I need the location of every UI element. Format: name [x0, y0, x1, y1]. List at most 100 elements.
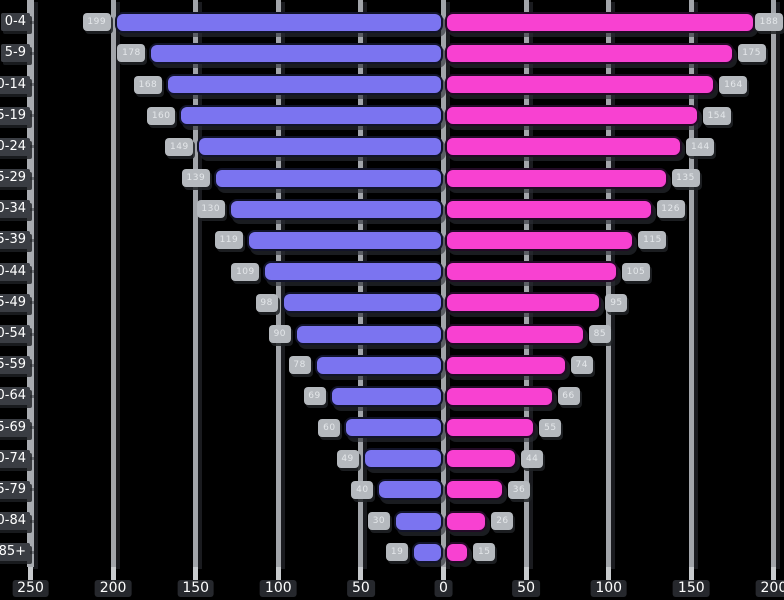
- female-bar[interactable]: [444, 105, 699, 127]
- female-value-badge: 164: [719, 75, 748, 94]
- male-value-badge: 139: [181, 169, 210, 188]
- female-bar[interactable]: [444, 323, 585, 345]
- x-axis-tick-label: 200: [755, 580, 784, 597]
- female-value-badge: 74: [570, 356, 593, 375]
- male-bar[interactable]: [228, 198, 444, 220]
- x-axis-tick: [606, 567, 612, 582]
- y-axis-tick: [27, 301, 34, 305]
- age-group-label: 0-4: [0, 13, 30, 32]
- male-value-badge: 109: [231, 262, 260, 281]
- female-value-badge: 154: [702, 106, 731, 125]
- x-axis-tick: [523, 567, 529, 582]
- female-bar[interactable]: [444, 510, 488, 532]
- y-axis-tick: [27, 550, 34, 554]
- female-value-badge: 66: [557, 387, 580, 406]
- male-value-badge: 160: [147, 106, 176, 125]
- male-bar[interactable]: [329, 385, 444, 407]
- y-axis-tick: [27, 20, 34, 24]
- male-bar[interactable]: [377, 479, 444, 501]
- male-bar[interactable]: [197, 136, 444, 158]
- gridline: [688, 0, 694, 567]
- x-axis-tick: [441, 567, 446, 582]
- y-axis-tick: [27, 488, 34, 492]
- female-bar[interactable]: [444, 354, 567, 376]
- x-axis-tick: [28, 567, 33, 582]
- male-value-badge: 69: [303, 387, 326, 406]
- male-bar[interactable]: [362, 448, 444, 470]
- age-group-label: 20-24: [0, 137, 30, 156]
- female-value-badge: 85: [588, 325, 611, 343]
- x-axis-tick: [193, 567, 199, 582]
- male-value-badge: 49: [336, 449, 359, 468]
- female-bar[interactable]: [444, 229, 635, 251]
- male-bar[interactable]: [263, 261, 444, 283]
- female-bar[interactable]: [444, 42, 734, 64]
- female-bar[interactable]: [444, 541, 470, 563]
- male-bar[interactable]: [114, 11, 444, 33]
- male-bar[interactable]: [213, 167, 444, 189]
- female-value-badge: 135: [671, 169, 700, 188]
- female-bar[interactable]: [444, 448, 518, 470]
- male-value-badge: 90: [268, 325, 291, 343]
- x-axis-tick-label: 100: [259, 580, 297, 597]
- gridline: [275, 0, 281, 567]
- y-axis-tick: [27, 83, 34, 87]
- gridline: [27, 0, 34, 567]
- female-bar[interactable]: [444, 417, 536, 438]
- age-group-label: 55-59: [0, 356, 30, 375]
- female-bar[interactable]: [444, 385, 554, 407]
- male-value-badge: 168: [133, 75, 162, 94]
- female-value-badge: 115: [638, 231, 667, 250]
- y-axis-tick: [27, 457, 34, 461]
- female-value-badge: 126: [656, 200, 685, 219]
- male-bar[interactable]: [246, 229, 444, 251]
- male-bar[interactable]: [294, 323, 444, 345]
- male-bar[interactable]: [281, 292, 444, 314]
- female-bar[interactable]: [444, 479, 504, 501]
- male-bar[interactable]: [393, 510, 444, 532]
- male-bar[interactable]: [149, 42, 444, 64]
- gridline: [193, 0, 199, 567]
- x-axis-tick-label: 250: [12, 580, 49, 597]
- age-group-label: 40-44: [0, 262, 30, 281]
- y-axis-tick: [27, 176, 34, 180]
- male-bar[interactable]: [314, 354, 444, 376]
- male-value-badge: 19: [386, 543, 409, 562]
- x-axis-tick: [771, 567, 777, 582]
- female-bar[interactable]: [444, 167, 668, 189]
- male-value-badge: 30: [367, 512, 390, 531]
- y-axis-tick: [27, 519, 34, 523]
- male-bar[interactable]: [179, 105, 444, 127]
- male-bar[interactable]: [344, 417, 444, 438]
- female-bar[interactable]: [444, 292, 602, 314]
- x-axis-tick: [110, 567, 116, 582]
- female-bar[interactable]: [444, 74, 716, 96]
- female-bar[interactable]: [444, 198, 653, 220]
- female-value-badge: 26: [491, 512, 514, 531]
- female-bar[interactable]: [444, 136, 683, 158]
- male-value-badge: 40: [351, 480, 374, 499]
- gridline: [358, 0, 364, 567]
- y-axis-tick: [27, 207, 34, 211]
- male-value-badge: 60: [318, 418, 341, 437]
- x-axis-tick-label: 150: [177, 580, 215, 597]
- male-bar[interactable]: [165, 74, 444, 96]
- gridline: [110, 0, 116, 567]
- y-axis-tick: [27, 363, 34, 367]
- x-axis-tick-label: 150: [672, 580, 710, 597]
- female-bar[interactable]: [444, 11, 756, 33]
- female-value-badge: 105: [621, 262, 650, 281]
- female-bar[interactable]: [444, 261, 618, 283]
- age-group-label: 50-54: [0, 325, 30, 343]
- x-axis-tick-label: 50: [512, 580, 541, 597]
- age-group-label: 25-29: [0, 169, 30, 188]
- age-group-label: 70-74: [0, 449, 30, 468]
- female-value-badge: 188: [755, 13, 783, 32]
- x-axis-tick-label: 200: [94, 580, 132, 597]
- x-axis-tick-label: 0: [434, 580, 453, 597]
- age-group-label: 35-39: [0, 231, 30, 250]
- male-bar[interactable]: [412, 541, 444, 563]
- age-group-label: 15-19: [0, 106, 30, 125]
- age-group-label: 30-34: [0, 200, 30, 219]
